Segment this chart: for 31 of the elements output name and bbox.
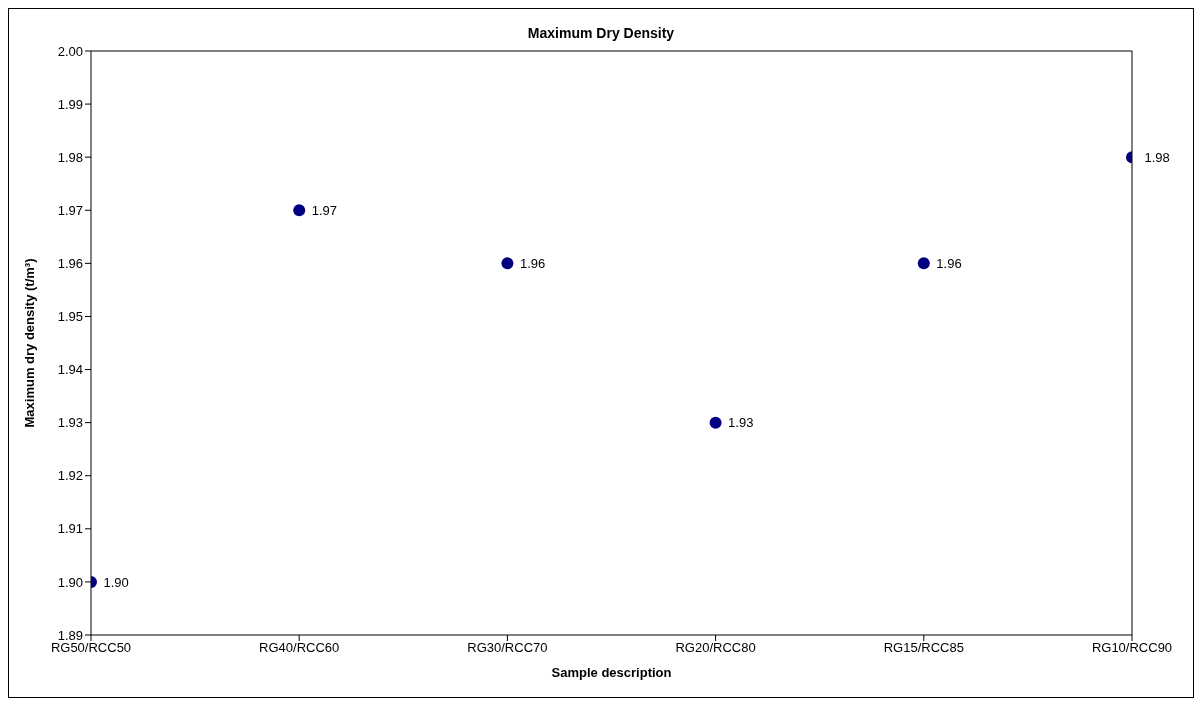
point [917,257,930,270]
x-tick-label: RG20/RCC80 [675,640,756,656]
y-tick-label: 1.92 [57,468,83,484]
x-tick-label: RG15/RCC85 [883,640,964,656]
data-label: 1.93 [728,415,754,431]
y-tick-label: 1.94 [57,362,83,378]
point [501,257,514,270]
x-tick-label: RG40/RCC60 [259,640,340,656]
data-label: 1.97 [311,202,338,218]
point [709,416,722,429]
data-label: 1.98 [1144,149,1170,165]
y-tick-label: 2.00 [57,43,83,59]
y-tick-label: 1.96 [57,255,83,271]
x-tick-label: RG30/RCC70 [467,640,548,656]
data-label: 1.96 [936,255,962,271]
y-axis-title: Maximum dry density (t/m³) [21,258,37,428]
y-tick-label: 1.89 [57,627,83,643]
x-tick-label: RG50/RCC50 [50,640,132,656]
y-tick-label: 1.93 [57,415,83,431]
data-label: 1.96 [519,255,546,271]
y-tick-label: 1.95 [57,309,83,325]
x-axis-title: Sample description [551,665,672,680]
y-tick-label: 1.91 [57,521,83,537]
y-tick-label: 1.99 [57,96,83,112]
x-tick-label: RG10/RCC90 [1091,640,1173,656]
y-tick-label: 1.98 [57,149,83,165]
point [293,204,306,217]
chart-title: Maximum Dry Density [526,24,676,43]
y-tick-label: 1.97 [57,202,83,218]
data-label: 1.90 [103,574,129,590]
y-tick-label: 1.90 [57,574,83,590]
